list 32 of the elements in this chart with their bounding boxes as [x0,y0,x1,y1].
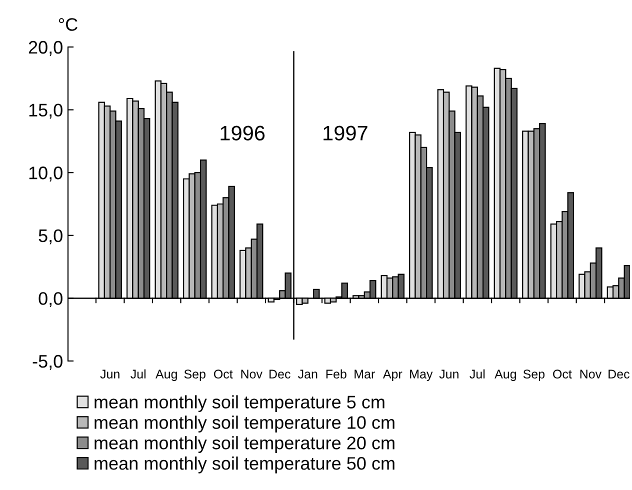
y-tick-label: 15,0 [29,104,62,119]
x-tick-label: Aug [494,370,516,381]
x-tick-label: Oct [553,370,572,379]
annotation: 1997 [324,126,368,141]
x-tick-label: Jun [100,370,120,379]
x-tick-label: Sep [184,370,206,381]
x-tick-label: Aug [156,370,177,381]
x-tick-label: Sep [523,370,545,381]
x-tick-label: Dec [608,370,630,379]
x-tick-label: Jan [298,370,318,379]
x-tick-label: Feb [326,369,346,379]
x-tick-label: Jul [130,369,146,379]
x-tick-label: Dec [270,370,290,379]
y-tick-label: -5,0 [32,354,62,370]
legend-label: mean monthly soil temperature 50 cm [94,456,394,474]
y-tick-label: 5,0 [38,229,62,244]
y-tick-label: 20,0 [28,40,62,56]
x-tick-label: Nov [241,370,262,379]
y-tick-label: 10,0 [29,166,62,182]
x-tick-label: Nov [580,370,602,379]
legend-label: mean monthly soil temperature 20 cm [94,436,394,453]
x-tick-label: Jul [470,369,485,379]
annotation: 1996 [220,126,265,141]
x-tick-label: Jun [439,370,458,379]
x-tick-label: Apr [382,370,402,381]
y-axis-title: °C [58,18,78,31]
x-tick-label: Mar [354,370,375,379]
y-tick-label: 0,0 [38,292,62,308]
legend-label: mean monthly soil temperature 5 cm [94,395,384,412]
x-tick-label: Oct [214,370,233,379]
legend-label: mean monthly soil temperature 10 cm [94,416,394,432]
x-tick-label: May [410,370,433,381]
